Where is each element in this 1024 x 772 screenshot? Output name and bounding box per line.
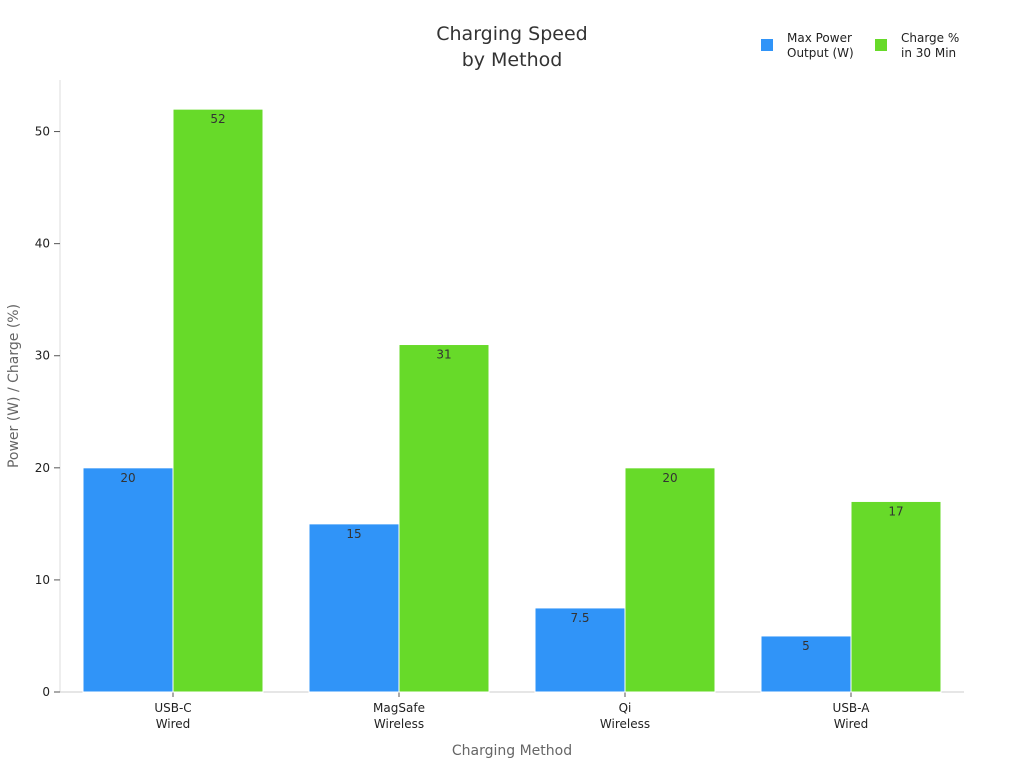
bar-max-power[interactable]: [760, 635, 852, 693]
legend-label-max-power-line-1: Max Power: [787, 31, 852, 45]
x-tick-label: USB-C: [154, 701, 191, 715]
y-tick-label: 50: [35, 125, 50, 139]
y-tick-label: 10: [35, 573, 50, 587]
bar-value-label: 5: [802, 639, 810, 653]
legend-label-charge-percent-line-1: Charge %: [901, 31, 959, 45]
bar-charge-percent[interactable]: [850, 500, 942, 693]
x-tick-label: Qi: [619, 701, 632, 715]
legend: Max Power Output (W) Charge % in 30 Min: [761, 31, 959, 60]
bars: [82, 108, 942, 693]
x-tick-label: Wired: [156, 717, 191, 731]
x-tick-label: MagSafe: [373, 701, 425, 715]
bar-charge-percent[interactable]: [624, 467, 716, 693]
legend-swatch-charge-percent: [875, 39, 887, 51]
y-tick-label: 0: [42, 685, 50, 699]
x-tick-label: Wireless: [374, 717, 424, 731]
bar-max-power[interactable]: [308, 523, 400, 693]
x-axis-label: Charging Method: [452, 743, 572, 759]
x-tick-label: Wireless: [600, 717, 650, 731]
legend-swatch-max-power: [761, 39, 773, 51]
bar-value-label: 20: [662, 471, 677, 485]
bar-max-power[interactable]: [82, 467, 174, 693]
y-ticks: 0 10 20 30 40 50: [35, 125, 60, 699]
bar-value-label: 52: [210, 112, 225, 126]
bar-charge-percent[interactable]: [172, 108, 264, 693]
chart-title-line-1: Charging Speed: [436, 23, 587, 45]
y-axis-label: Power (W) / Charge (%): [6, 304, 22, 468]
x-tick-label: Wired: [834, 717, 869, 731]
bar-max-power[interactable]: [534, 607, 626, 693]
legend-label-max-power-line-2: Output (W): [787, 46, 854, 60]
x-ticks: USB-C Wired MagSafe Wireless Qi Wireless USB-A…: [154, 692, 870, 731]
x-tick-label: USB-A: [833, 701, 871, 715]
bar-charge-percent[interactable]: [398, 344, 490, 693]
bar-value-label: 7.5: [570, 611, 589, 625]
legend-item-charge-percent[interactable]: Charge % in 30 Min: [875, 31, 959, 60]
bar-value-label: 31: [436, 348, 451, 362]
y-tick-label: 40: [35, 237, 50, 251]
bar-value-label: 17: [888, 504, 903, 518]
legend-label-charge-percent-line-2: in 30 Min: [901, 46, 956, 60]
y-tick-label: 20: [35, 461, 50, 475]
bar-value-label: 15: [346, 527, 361, 541]
value-labels: 20 52 15 31 7.5 20 5 17: [120, 112, 903, 653]
legend-item-max-power[interactable]: Max Power Output (W): [761, 31, 854, 60]
chart-title-line-2: by Method: [462, 49, 563, 71]
y-tick-label: 30: [35, 349, 50, 363]
bar-value-label: 20: [120, 471, 135, 485]
